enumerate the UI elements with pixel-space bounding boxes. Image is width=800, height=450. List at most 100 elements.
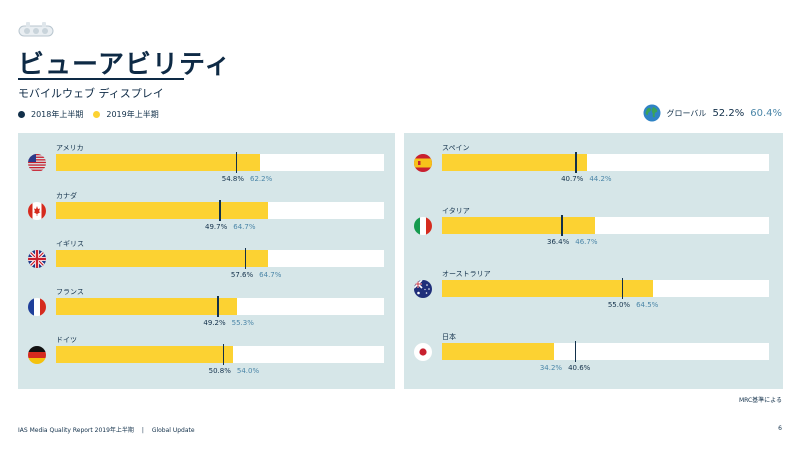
value-2018: 55.0% <box>607 301 631 309</box>
value-2018: 40.7% <box>561 175 584 183</box>
value-2019: 34.2% <box>539 364 563 372</box>
country-name: イタリア <box>442 207 470 215</box>
bar-2019 <box>56 154 261 171</box>
value-2019: 64.7% <box>233 223 256 231</box>
bar-track <box>56 200 384 221</box>
france-flag-icon <box>28 298 46 316</box>
value-2018: 54.8% <box>221 175 244 183</box>
marker-2018 <box>574 341 577 362</box>
canada-flag-icon <box>28 202 46 220</box>
marker-2018 <box>621 278 624 299</box>
country-row: イタリア 36.4% 46.7% <box>404 206 783 250</box>
value-2018: 50.8% <box>208 367 231 375</box>
page-number: 6 <box>778 425 782 432</box>
country-name: イギリス <box>56 240 84 248</box>
bar-track <box>442 215 769 236</box>
bar-2019 <box>56 298 238 315</box>
value-2019: 44.2% <box>589 175 612 183</box>
country-name: ドイツ <box>56 336 77 344</box>
country-name: カナダ <box>56 192 77 200</box>
bar-2019 <box>56 346 234 363</box>
bar-2019 <box>442 217 595 234</box>
value-2019: 62.2% <box>249 175 273 183</box>
country-row: ドイツ 50.8% 54.0% <box>18 335 395 379</box>
ias-logo-icon <box>18 22 54 37</box>
value-2019: 64.5% <box>636 301 659 309</box>
value-2019: 46.7% <box>575 238 598 246</box>
country-name: 日本 <box>442 333 456 341</box>
value-labels: 36.4% 46.7% <box>547 238 598 246</box>
value-labels: 54.8% 62.2% <box>222 175 273 183</box>
bar-2019 <box>56 202 269 219</box>
bar-2019 <box>442 343 554 360</box>
bar-track <box>442 152 769 173</box>
footer-section: Global Update <box>151 427 195 434</box>
value-labels: 40.7% 44.2% <box>561 175 612 183</box>
australia-flag-icon <box>414 280 432 298</box>
country-row: スペイン 40.7% 44.2% <box>404 143 783 187</box>
country-row: イギリス 57.6% 64.7% <box>18 239 395 283</box>
bar-2019 <box>442 280 653 297</box>
legend-dot-2018 <box>18 111 25 118</box>
country-name: スペイン <box>442 144 470 152</box>
value-labels: 55.0% 64.5% <box>608 301 659 309</box>
global-value-2019: 60.4% <box>750 107 782 119</box>
value-labels: 49.7% 64.7% <box>205 223 256 231</box>
value-2018: 49.7% <box>205 223 228 231</box>
legend-label-2019: 2019年上半期 <box>106 110 159 119</box>
chart-panel-left: アメリカ 54.8% 62.2% カナダ 49.7% 64.7% イギリス 57.6% 64.7… <box>18 133 395 389</box>
legend-dot-2019 <box>93 111 101 118</box>
marker-2018 <box>222 344 225 365</box>
globe-icon <box>643 104 661 122</box>
spain-flag-icon <box>414 154 432 172</box>
footer: IAS Media Quality Report 2019年上半期 | Glob… <box>18 425 195 434</box>
source-note: MRC基準による <box>738 397 782 404</box>
legend: 2018年上半期 2019年上半期 <box>18 109 159 120</box>
marker-2018 <box>235 152 238 173</box>
global-value-2018: 52.2% <box>712 107 745 119</box>
country-name: アメリカ <box>56 144 84 152</box>
chart-panel-right: スペイン 40.7% 44.2% イタリア 36.4% 46.7% オーストラリア 55.0%… <box>404 133 783 389</box>
bar-track <box>56 152 384 173</box>
value-labels: 50.8% 54.0% <box>209 367 260 375</box>
bar-track <box>442 278 769 299</box>
marker-2018 <box>244 248 247 269</box>
bar-track <box>56 296 384 317</box>
legend-label-2018: 2018年上半期 <box>31 110 84 119</box>
value-2019: 54.0% <box>236 367 260 375</box>
bar-2019 <box>442 154 587 171</box>
page-title: ビューアビリティ <box>18 50 232 80</box>
global-label: グローバル <box>666 108 707 118</box>
uk-flag-icon <box>28 250 46 268</box>
marker-2018 <box>219 200 221 221</box>
country-row: アメリカ 54.8% 62.2% <box>18 143 395 187</box>
page-subtitle: モバイルウェブ ディスプレイ <box>18 87 164 100</box>
country-name: フランス <box>56 288 84 296</box>
footer-separator: | <box>141 427 144 434</box>
value-2019: 64.7% <box>259 271 282 279</box>
marker-2018 <box>575 152 577 173</box>
footer-report: IAS Media Quality Report 2019年上半期 <box>18 427 134 434</box>
value-2018: 36.4% <box>547 238 570 246</box>
value-2018: 40.6% <box>568 364 591 372</box>
value-2018: 57.6% <box>230 271 254 279</box>
value-labels: 49.2% 55.3% <box>203 319 254 327</box>
bar-track <box>56 248 384 269</box>
value-labels: 34.2% 40.6% <box>540 364 591 372</box>
germany-flag-icon <box>28 346 46 364</box>
value-labels: 57.6% 64.7% <box>231 271 282 279</box>
marker-2018 <box>561 215 563 236</box>
title-underline <box>18 78 184 80</box>
bar-2019 <box>56 250 269 267</box>
japan-flag-icon <box>414 343 432 361</box>
italy-flag-icon <box>414 217 432 235</box>
value-2019: 55.3% <box>231 319 254 327</box>
marker-2018 <box>217 296 219 317</box>
country-row: フランス 49.2% 55.3% <box>18 287 395 331</box>
global-summary: グローバル 52.2% 60.4% <box>643 104 782 122</box>
country-name: オーストラリア <box>442 270 491 278</box>
country-row: カナダ 49.7% 64.7% <box>18 191 395 235</box>
country-row: オーストラリア 55.0% 64.5% <box>404 269 783 313</box>
value-2018: 49.2% <box>203 319 226 327</box>
country-row: 日本 34.2% 40.6% <box>404 332 783 376</box>
